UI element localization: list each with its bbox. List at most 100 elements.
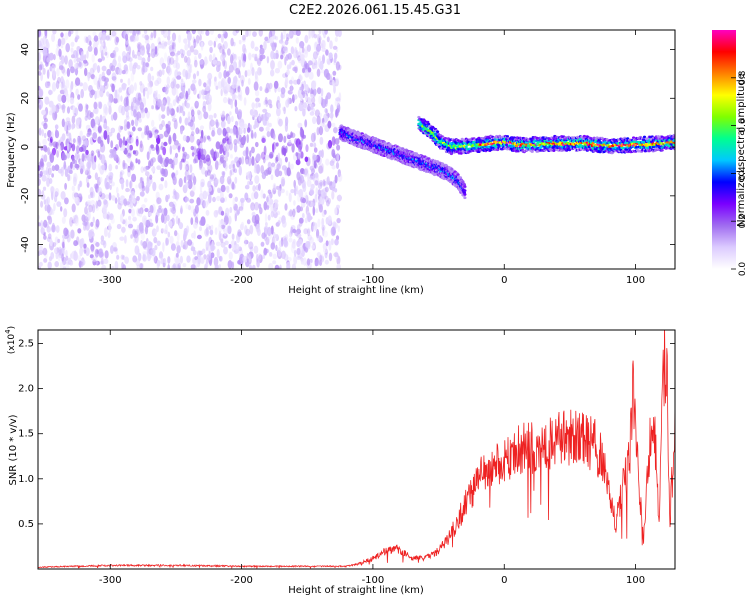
- noise-cell: [74, 67, 78, 75]
- noise-cell: [177, 50, 181, 56]
- noise-cell: [239, 122, 245, 130]
- noise-cell: [95, 242, 100, 247]
- noise-cell: [194, 59, 198, 68]
- noise-cell: [254, 53, 258, 62]
- noise-cell: [124, 218, 128, 227]
- noise-cell: [57, 238, 61, 244]
- noise-cell: [163, 207, 168, 217]
- noise-cell: [75, 117, 80, 126]
- noise-cell: [212, 196, 216, 203]
- noise-cell: [280, 32, 284, 42]
- noise-cell: [238, 59, 242, 68]
- noise-cell: [93, 101, 98, 110]
- noise-cell: [55, 225, 60, 233]
- noise-cell: [309, 142, 314, 147]
- noise-cell: [79, 54, 85, 62]
- noise-cell: [165, 237, 169, 246]
- noise-cell: [73, 240, 78, 247]
- noise-cell: [285, 76, 289, 86]
- noise-cell: [335, 97, 341, 102]
- noise-cell: [114, 89, 118, 100]
- noise-cell: [46, 161, 52, 168]
- noise-cell: [175, 95, 179, 103]
- noise-cell: [218, 219, 221, 228]
- noise-cell: [147, 135, 150, 141]
- noise-cell: [167, 55, 171, 66]
- noise-cell: [172, 176, 177, 186]
- noise-cell: [228, 164, 232, 170]
- ridge-cell: [463, 189, 467, 192]
- noise-cell: [60, 247, 65, 257]
- noise-cell: [63, 85, 67, 94]
- noise-cell: [268, 122, 272, 128]
- noise-cell: [322, 121, 326, 128]
- noise-cell: [171, 264, 176, 269]
- noise-cell: [130, 35, 135, 42]
- noise-cell: [44, 30, 48, 37]
- noise-cell: [247, 171, 252, 181]
- noise-cell: [290, 189, 295, 194]
- noise-cell: [217, 187, 221, 194]
- noise-cell: [251, 156, 255, 166]
- noise-cell: [38, 104, 42, 111]
- noise-cell: [59, 261, 65, 269]
- noise-cell: [100, 143, 106, 153]
- noise-cell: [175, 252, 179, 258]
- noise-cell: [280, 188, 285, 194]
- noise-cell: [319, 196, 323, 206]
- noise-cell: [92, 256, 97, 262]
- noise-cell: [142, 251, 147, 256]
- noise-cell: [76, 57, 81, 63]
- noise-cell: [74, 218, 79, 227]
- noise-cell: [67, 120, 71, 128]
- noise-cell: [309, 175, 315, 181]
- noise-cell: [176, 232, 180, 242]
- noise-cell: [208, 193, 212, 204]
- noise-cell: [73, 113, 77, 118]
- noise-cell: [309, 236, 314, 244]
- noise-cell: [297, 194, 301, 203]
- noise-cell: [227, 260, 233, 269]
- noise-cell: [313, 65, 318, 70]
- noise-cell: [325, 108, 328, 117]
- noise-cell: [136, 196, 140, 201]
- noise-cell: [193, 175, 197, 186]
- noise-cell: [219, 149, 223, 154]
- noise-cell: [218, 71, 222, 79]
- noise-cell: [51, 165, 56, 172]
- noise-cell: [277, 152, 281, 161]
- noise-cell: [316, 87, 322, 95]
- noise-cell: [227, 97, 231, 105]
- noise-cell: [60, 136, 64, 144]
- noise-cell: [190, 205, 195, 213]
- noise-cell: [290, 46, 295, 55]
- noise-cell: [334, 138, 340, 145]
- noise-cell: [213, 113, 217, 119]
- noise-cell: [178, 34, 182, 44]
- noise-cell: [154, 244, 158, 251]
- noise-cell: [144, 39, 150, 45]
- noise-cell: [195, 34, 200, 44]
- noise-cell: [280, 92, 285, 99]
- noise-cell: [42, 67, 46, 75]
- noise-cell: [307, 106, 312, 112]
- noise-cell: [178, 262, 181, 269]
- noise-cell: [70, 161, 73, 169]
- noise-cell: [104, 106, 109, 115]
- noise-cell: [82, 221, 88, 226]
- noise-cell: [38, 64, 43, 71]
- noise-cell: [281, 147, 287, 155]
- noise-cell: [277, 220, 281, 225]
- noise-cell: [96, 80, 101, 90]
- noise-cell: [99, 176, 103, 183]
- noise-cell: [157, 208, 163, 213]
- noise-cell: [311, 244, 316, 250]
- noise-cell: [328, 52, 333, 60]
- noise-cell: [242, 60, 246, 68]
- noise-cell: [254, 131, 257, 139]
- noise-cell: [259, 47, 265, 55]
- noise-cell: [125, 96, 129, 106]
- noise-cell: [46, 226, 51, 233]
- noise-cell: [79, 146, 84, 153]
- noise-cell: [275, 244, 278, 251]
